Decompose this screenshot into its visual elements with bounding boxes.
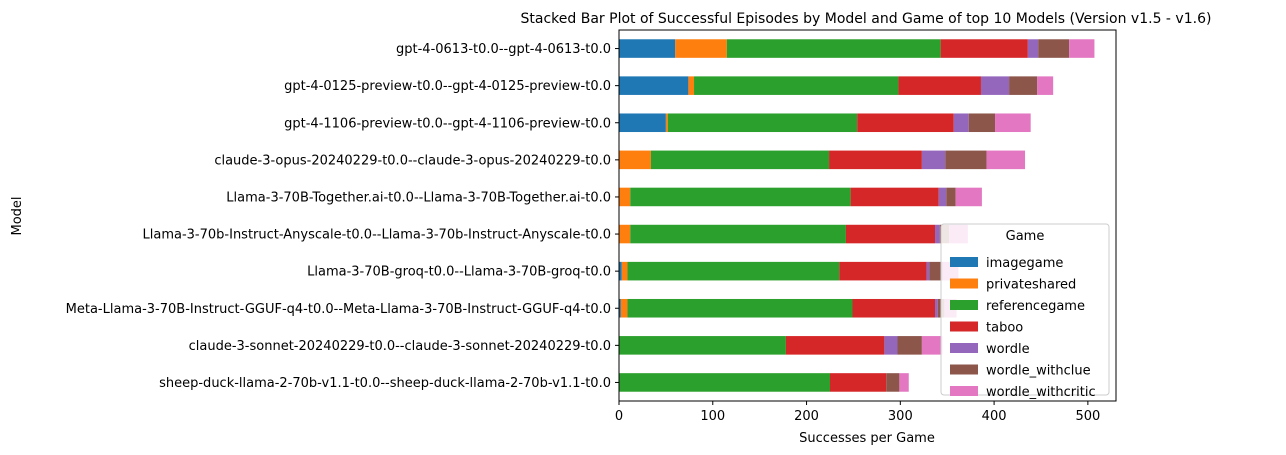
bar-privateshared-0 bbox=[675, 39, 727, 58]
bar-privateshared-3 bbox=[619, 150, 651, 170]
bar-taboo-6 bbox=[839, 261, 927, 281]
legend-swatch-taboo bbox=[950, 321, 978, 332]
bar-wordle-2 bbox=[953, 113, 969, 133]
bar-wordle_withclue-6 bbox=[929, 261, 943, 281]
legend-label-wordle_withclue: wordle_withclue bbox=[986, 364, 1091, 379]
legend-label-referencegame: referencegame bbox=[986, 299, 1085, 314]
legend-label-wordle: wordle bbox=[986, 342, 1030, 357]
bar-privateshared-5 bbox=[619, 224, 631, 244]
x-axis: 0 100 200 300 400 500 bbox=[615, 401, 1100, 424]
bar-taboo-8 bbox=[785, 336, 885, 355]
legend-swatch-referencegame bbox=[950, 300, 978, 310]
y-tick-label: sheep-duck-llama-2-70b-v1.1-t0.0--sheep-… bbox=[159, 376, 611, 391]
y-axis-label: Model bbox=[10, 196, 25, 235]
bar-wordle_withcritic-0 bbox=[1069, 39, 1095, 58]
y-tick-label: claude-3-opus-20240229-t0.0--claude-3-op… bbox=[214, 153, 611, 168]
bar-referencegame-8 bbox=[619, 336, 786, 355]
bar-wordle-0 bbox=[1027, 39, 1039, 58]
x-tick-label: 100 bbox=[700, 409, 725, 424]
bar-referencegame-6 bbox=[627, 261, 840, 281]
bar-wordle-8 bbox=[884, 336, 898, 355]
bar-taboo-0 bbox=[940, 39, 1028, 58]
chart-title: Stacked Bar Plot of Successful Episodes … bbox=[521, 11, 1212, 27]
x-axis-label: Successes per Game bbox=[799, 431, 935, 446]
bar-privateshared-4 bbox=[619, 187, 631, 207]
bar-privateshared-2 bbox=[665, 113, 668, 133]
bar-wordle-3 bbox=[921, 150, 946, 170]
legend-label-wordle_withcritic: wordle_withcritic bbox=[986, 385, 1096, 400]
x-tick-label: 300 bbox=[888, 409, 913, 424]
bar-imagegame-0 bbox=[619, 39, 676, 58]
bar-referencegame-3 bbox=[650, 150, 830, 170]
bar-wordle_withcritic-3 bbox=[986, 150, 1026, 170]
bar-referencegame-7 bbox=[627, 298, 853, 318]
y-tick-label: Llama-3-70b-Instruct-Anyscale-t0.0--Llam… bbox=[143, 228, 611, 243]
bar-wordle_withcritic-9 bbox=[899, 373, 909, 392]
bar-referencegame-4 bbox=[630, 187, 851, 207]
y-tick-label: gpt-4-0613-t0.0--gpt-4-0613-t0.0 bbox=[396, 42, 611, 57]
x-tick-label: 200 bbox=[794, 409, 819, 424]
legend-title: Game bbox=[1006, 229, 1045, 244]
legend-swatch-wordle_withcritic bbox=[950, 386, 978, 396]
x-tick-label: 500 bbox=[1075, 409, 1100, 424]
legend-swatch-wordle bbox=[950, 343, 978, 353]
y-axis: gpt-4-0613-t0.0--gpt-4-0613-t0.0 gpt-4-01… bbox=[66, 42, 619, 391]
bar-taboo-5 bbox=[845, 224, 936, 244]
bar-wordle_withclue-9 bbox=[886, 373, 900, 392]
bar-taboo-3 bbox=[829, 150, 922, 170]
legend: Game imagegame privateshared referencegame… bbox=[940, 223, 1110, 400]
bar-referencegame-0 bbox=[726, 39, 941, 58]
plot-frame bbox=[618, 29, 1117, 402]
bar-imagegame-7 bbox=[619, 298, 621, 318]
bar-wordle-7 bbox=[935, 298, 938, 318]
bar-taboo-1 bbox=[898, 76, 981, 95]
bar-imagegame-1 bbox=[619, 76, 689, 95]
bar-taboo-2 bbox=[857, 113, 954, 133]
bar-privateshared-7 bbox=[620, 298, 628, 318]
bar-referencegame-9 bbox=[619, 373, 830, 392]
bar-wordle-5 bbox=[935, 224, 940, 244]
bar-wordle_withclue-2 bbox=[968, 113, 996, 133]
bar-privateshared-6 bbox=[621, 261, 628, 281]
y-tick-label: Llama-3-70B-Together.ai-t0.0--Llama-3-70… bbox=[226, 190, 611, 205]
bar-wordle-1 bbox=[980, 76, 1010, 95]
legend-box bbox=[940, 223, 1110, 396]
x-tick-label: 400 bbox=[982, 409, 1007, 424]
bar-taboo-7 bbox=[852, 298, 936, 318]
bar-wordle-6 bbox=[926, 261, 930, 281]
legend-items: imagegame privateshared referencegame taboo… bbox=[950, 256, 1096, 400]
bars-layer bbox=[619, 39, 1095, 392]
bar-wordle_withcritic-4 bbox=[955, 187, 982, 207]
legend-swatch-imagegame bbox=[950, 257, 978, 267]
y-tick-label: Meta-Llama-3-70B-Instruct-GGUF-q4-t0.0--… bbox=[66, 302, 611, 317]
y-tick-label: Llama-3-70B-groq-t0.0--Llama-3-70B-groq-… bbox=[307, 265, 611, 280]
bar-wordle_withcritic-1 bbox=[1037, 76, 1054, 95]
bar-imagegame-6 bbox=[619, 261, 622, 281]
bar-referencegame-5 bbox=[630, 224, 846, 244]
bar-wordle_withclue-8 bbox=[897, 336, 922, 355]
legend-label-taboo: taboo bbox=[986, 321, 1023, 336]
y-tick-label: gpt-4-1106-preview-t0.0--gpt-4-1106-prev… bbox=[284, 116, 611, 131]
bar-wordle_withclue-0 bbox=[1038, 39, 1070, 58]
bar-referencegame-1 bbox=[694, 76, 899, 95]
bar-wordle_withclue-1 bbox=[1009, 76, 1038, 95]
x-tick-label: 0 bbox=[615, 409, 623, 424]
bar-wordle_withclue-3 bbox=[945, 150, 987, 170]
bar-taboo-4 bbox=[850, 187, 939, 207]
bar-wordle_withclue-4 bbox=[946, 187, 956, 207]
bar-wordle_withcritic-2 bbox=[995, 113, 1031, 133]
y-tick-label: gpt-4-0125-preview-t0.0--gpt-4-0125-prev… bbox=[284, 79, 611, 94]
bar-wordle_withcritic-8 bbox=[921, 336, 943, 355]
bar-privateshared-1 bbox=[688, 76, 695, 95]
bar-wordle-4 bbox=[938, 187, 947, 207]
legend-swatch-wordle_withclue bbox=[950, 364, 978, 375]
legend-swatch-privateshared bbox=[950, 278, 978, 289]
bar-imagegame-2 bbox=[619, 113, 666, 133]
legend-label-privateshared: privateshared bbox=[986, 278, 1076, 293]
legend-label-imagegame: imagegame bbox=[986, 256, 1063, 271]
y-tick-label: claude-3-sonnet-20240229-t0.0--claude-3-… bbox=[189, 339, 611, 354]
bar-referencegame-2 bbox=[667, 113, 858, 133]
bar-taboo-9 bbox=[829, 373, 887, 392]
